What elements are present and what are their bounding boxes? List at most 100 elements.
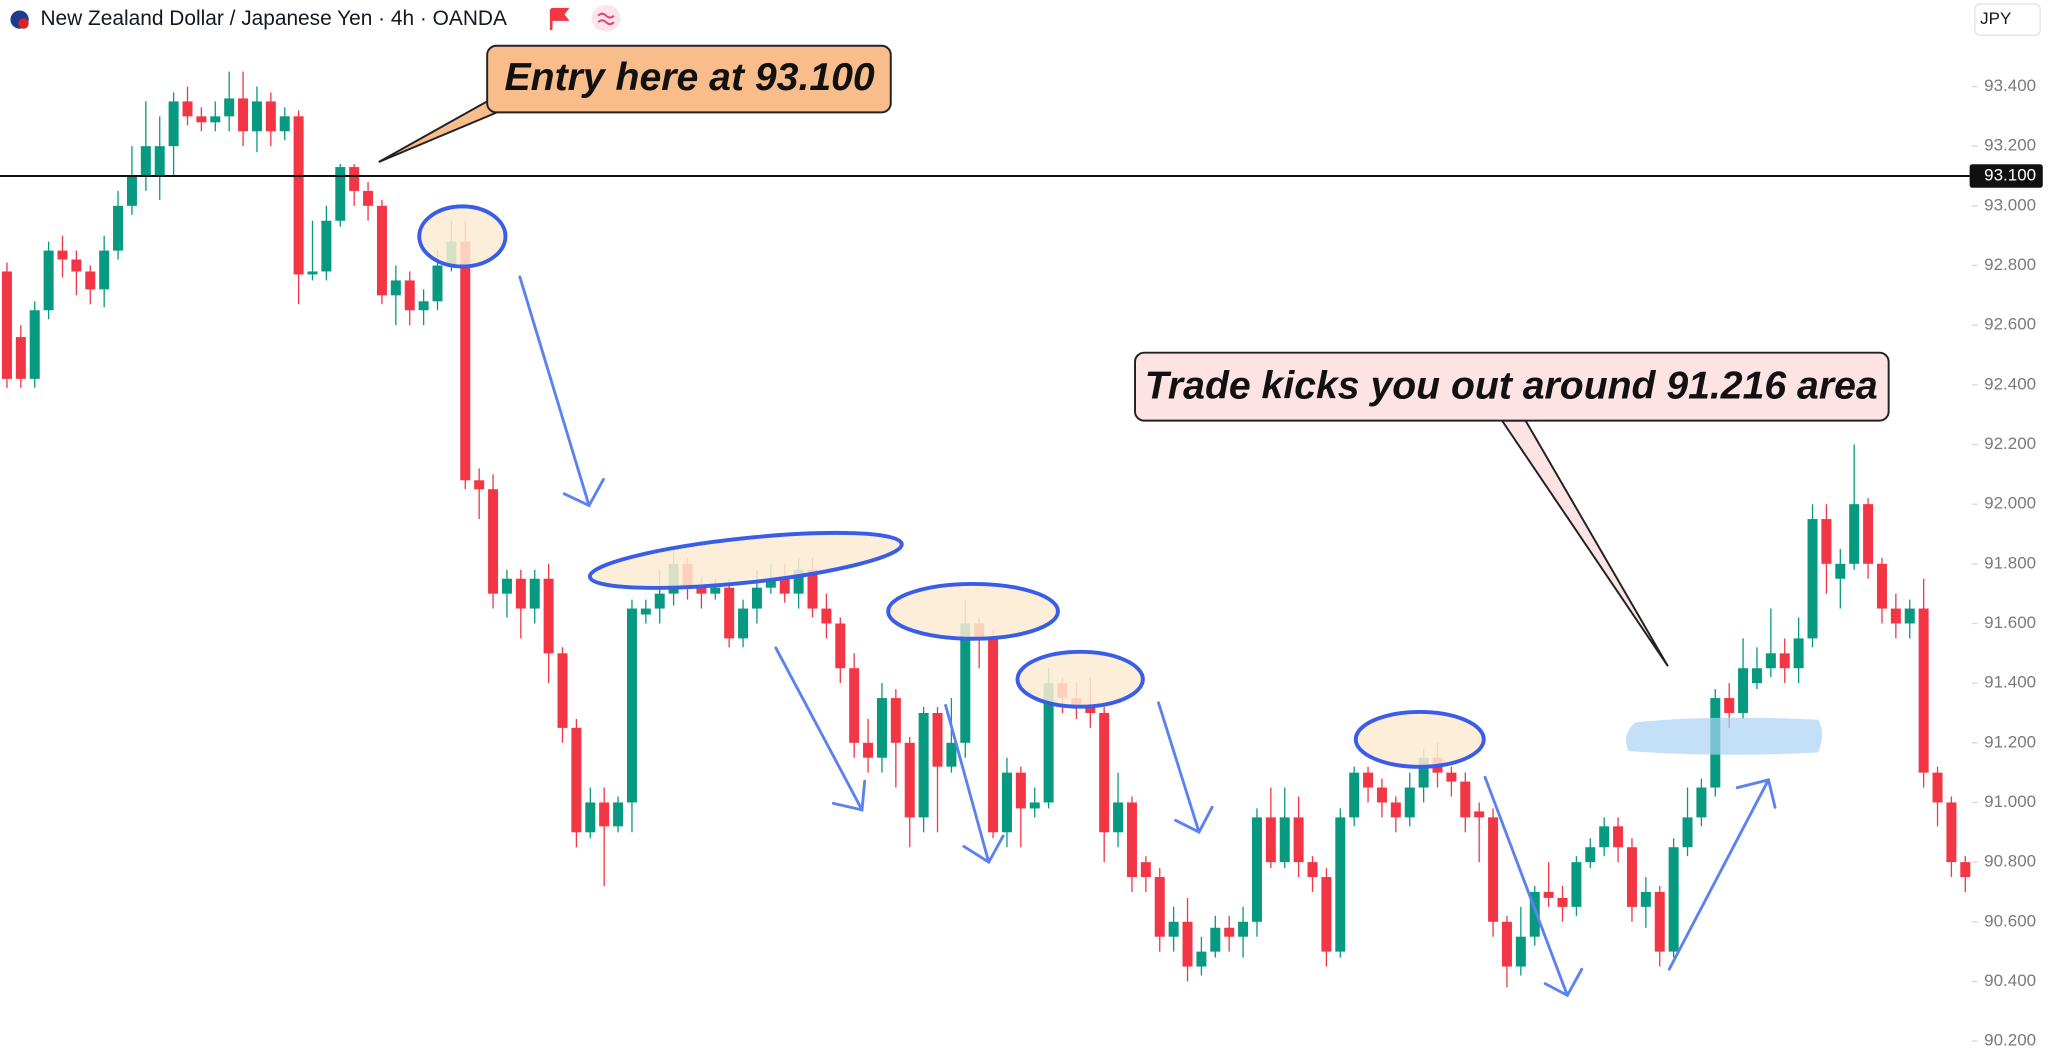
candle-body: [1807, 519, 1818, 639]
candle-body: [1029, 802, 1040, 809]
candle-body: [154, 146, 165, 177]
candle-body: [85, 271, 96, 290]
y-tick-label: 90.800: [1984, 852, 2036, 871]
candle-body: [363, 190, 374, 206]
candle-body: [835, 623, 846, 669]
highlight-ellipse: [886, 581, 1060, 641]
y-tick-label: 93.000: [1984, 195, 2036, 214]
candle-body: [1251, 817, 1262, 922]
candle-body: [529, 578, 540, 609]
flag-marker: [549, 7, 570, 31]
candle-body: [113, 205, 124, 251]
candle-body: [571, 727, 582, 833]
y-tick-label: 91.600: [1984, 613, 2036, 632]
candle-body: [182, 101, 193, 117]
candle-body: [1182, 921, 1193, 967]
callout-box: [1134, 351, 1890, 422]
highlights: [417, 204, 1486, 769]
candle-body: [1001, 772, 1012, 833]
callout-box: [486, 44, 892, 114]
candle-body: [1390, 802, 1401, 818]
candle-body: [293, 116, 304, 275]
y-tick-label: 91.800: [1984, 553, 2036, 572]
candle-body: [1751, 668, 1762, 684]
candle-body: [1501, 921, 1512, 967]
y-tick-label: 90.600: [1984, 911, 2036, 930]
candle-body: [807, 569, 818, 609]
candle-body: [1238, 921, 1249, 937]
candle-body: [1446, 772, 1457, 782]
candle-body: [1557, 897, 1568, 907]
candle-body: [1210, 927, 1221, 952]
candle-body: [557, 653, 568, 728]
candle-body: [585, 802, 596, 833]
candle-body: [1696, 787, 1707, 818]
candle-body: [1488, 817, 1499, 922]
candle-body: [140, 146, 151, 177]
candle-body: [1113, 802, 1124, 833]
y-tick-label: 90.200: [1984, 1031, 2036, 1050]
candle-body: [932, 712, 943, 767]
candle-body: [1890, 608, 1901, 624]
indicator-badge[interactable]: [591, 5, 621, 32]
candle-body: [224, 98, 235, 117]
candle-body: [1140, 862, 1151, 878]
candle-body: [404, 280, 415, 311]
candle-body: [1321, 877, 1332, 952]
y-tick-label: 91.400: [1984, 673, 2036, 692]
candle-body: [1154, 877, 1165, 937]
highlight-ellipse: [417, 204, 508, 269]
candle-body: [1626, 847, 1637, 907]
highlight-ellipse: [587, 530, 904, 590]
candle-body: [1640, 891, 1651, 907]
candle-body: [793, 569, 804, 594]
candle-body: [1599, 826, 1610, 848]
currency-button[interactable]: [1974, 3, 2041, 36]
candle-body: [751, 587, 762, 609]
candle-body: [1779, 653, 1790, 669]
candle-body: [210, 116, 221, 123]
indicator-icon: [597, 12, 615, 26]
y-tick-label: 92.200: [1984, 434, 2036, 453]
candle-body: [1265, 817, 1276, 863]
y-tick-label: 92.600: [1984, 315, 2036, 334]
candle-body: [1835, 563, 1846, 579]
arrow: [1667, 778, 1777, 971]
candle-body: [307, 271, 318, 275]
y-tick-label: 93.200: [1984, 136, 2036, 155]
candle-body: [126, 176, 137, 206]
candle-body: [1682, 817, 1693, 848]
candle-body: [1946, 802, 1957, 863]
candle-body: [1126, 802, 1137, 878]
candle-body: [1918, 608, 1929, 773]
candle-body: [613, 802, 624, 827]
candle-body: [1349, 772, 1360, 818]
candle-body: [1043, 683, 1054, 803]
candle-body: [1724, 698, 1735, 713]
candle-body: [876, 698, 887, 758]
candle-body: [1613, 826, 1624, 848]
candle-body: [710, 587, 721, 594]
candle-body: [335, 167, 346, 221]
candle-body: [1099, 712, 1110, 833]
candle-body: [1085, 707, 1096, 713]
highlight-ellipse: [1015, 649, 1145, 709]
arrow: [944, 703, 1005, 865]
candle-body: [849, 668, 860, 743]
candle-body: [474, 480, 485, 490]
candle-body: [543, 578, 554, 654]
candle-body: [1821, 519, 1832, 564]
candle-body: [1515, 936, 1526, 967]
candle-body: [238, 98, 249, 132]
candle-body: [946, 742, 957, 767]
candle-body: [1168, 921, 1179, 937]
arrow: [1483, 775, 1584, 998]
exit-annotation: Trade kicks you out around 91.216 area: [1145, 364, 1878, 407]
candle-body: [168, 101, 179, 147]
level-badge: [1969, 164, 2043, 188]
y-tick-label: 92.400: [1984, 374, 2036, 393]
candle-body: [196, 116, 207, 123]
candle-body: [1, 271, 12, 379]
